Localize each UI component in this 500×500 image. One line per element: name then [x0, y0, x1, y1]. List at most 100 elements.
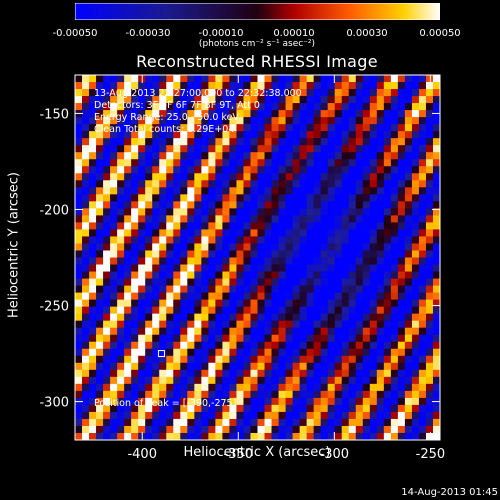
image-pixel [313, 397, 322, 406]
image-pixel [159, 362, 167, 371]
image-pixel [418, 285, 427, 293]
image-pixel [271, 271, 279, 279]
image-pixel [194, 404, 202, 413]
image-pixel [390, 292, 399, 301]
image-pixel [75, 418, 83, 427]
image-pixel [341, 110, 350, 118]
image-pixel [376, 215, 385, 223]
image-pixel [299, 299, 308, 308]
image-pixel [187, 166, 195, 174]
image-pixel [348, 320, 357, 329]
image-pixel [180, 264, 188, 272]
image-pixel [215, 173, 223, 181]
image-pixel [271, 208, 279, 216]
image-pixel [411, 243, 420, 251]
image-pixel [390, 103, 399, 111]
image-pixel [201, 194, 209, 202]
image-pixel [166, 152, 174, 160]
image-pixel [320, 82, 329, 90]
image-pixel [96, 355, 104, 364]
image-pixel [236, 250, 244, 258]
image-pixel [320, 383, 329, 392]
image-pixel [131, 229, 139, 237]
image-pixel [117, 96, 125, 104]
image-pixel [159, 390, 167, 399]
image-pixel [306, 201, 315, 209]
image-pixel [131, 257, 139, 265]
image-pixel [75, 201, 83, 209]
image-pixel [362, 425, 371, 434]
image-pixel [285, 320, 293, 329]
image-pixel [180, 187, 188, 195]
image-pixel [397, 250, 406, 258]
image-pixel [124, 264, 132, 272]
image-pixel [103, 313, 111, 322]
image-pixel [145, 390, 153, 399]
image-pixel [138, 404, 146, 413]
image-pixel [425, 117, 434, 125]
image-pixel [376, 411, 385, 420]
image-pixel [138, 236, 146, 244]
image-pixel [103, 117, 111, 125]
image-pixel [271, 418, 279, 427]
image-pixel [411, 117, 420, 125]
image-pixel [124, 418, 132, 427]
image-pixel [117, 110, 125, 118]
image-pixel [159, 236, 167, 244]
image-pixel [187, 159, 195, 167]
image-pixel [271, 145, 279, 153]
image-pixel [292, 334, 301, 343]
image-pixel [250, 103, 258, 111]
image-pixel [362, 285, 371, 293]
image-pixel [432, 243, 441, 251]
image-pixel [257, 376, 265, 385]
image-pixel [369, 138, 378, 146]
image-pixel [82, 257, 90, 265]
image-pixel [397, 390, 406, 399]
image-pixel [145, 180, 153, 188]
image-pixel [173, 103, 181, 111]
image-pixel [236, 173, 244, 181]
image-pixel [222, 173, 230, 181]
image-pixel [334, 173, 343, 181]
image-pixel [292, 222, 301, 230]
image-pixel [299, 425, 308, 434]
image-pixel [103, 292, 111, 301]
image-pixel [138, 138, 146, 146]
image-pixel [397, 145, 406, 153]
image-pixel [292, 418, 301, 427]
image-pixel [208, 215, 216, 223]
image-pixel [131, 208, 139, 216]
image-pixel [131, 250, 139, 258]
image-pixel [376, 418, 385, 427]
image-pixel [341, 131, 350, 139]
image-pixel [334, 82, 343, 90]
image-pixel [152, 306, 160, 315]
image-pixel [229, 327, 237, 336]
image-pixel [215, 187, 223, 195]
image-pixel [376, 110, 385, 118]
image-pixel [376, 250, 385, 258]
image-pixel [236, 208, 244, 216]
image-pixel [348, 138, 357, 146]
image-pixel [124, 222, 132, 230]
image-pixel [306, 250, 315, 258]
image-pixel [418, 278, 427, 286]
image-pixel [250, 348, 258, 357]
image-pixel [201, 341, 209, 350]
image-pixel [425, 145, 434, 153]
image-pixel [236, 334, 244, 343]
image-pixel [103, 89, 111, 97]
image-pixel [250, 229, 258, 237]
image-pixel [271, 152, 279, 160]
image-pixel [257, 145, 265, 153]
image-pixel [96, 222, 104, 230]
image-pixel [250, 131, 258, 139]
image-pixel [404, 187, 413, 195]
image-pixel [131, 369, 139, 378]
image-pixel [222, 425, 230, 434]
image-pixel [222, 96, 230, 104]
image-pixel [362, 208, 371, 216]
image-pixel [397, 215, 406, 223]
image-pixel [201, 383, 209, 392]
